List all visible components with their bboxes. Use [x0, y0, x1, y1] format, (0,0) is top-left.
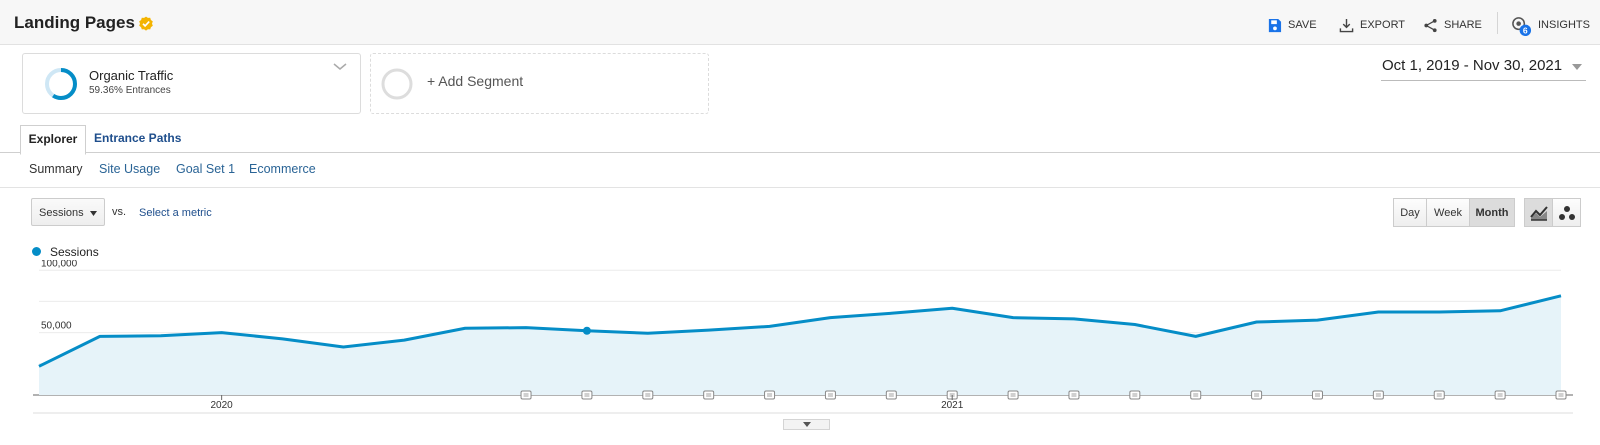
- select-metric-link[interactable]: Select a metric: [139, 207, 212, 219]
- y-tick-label: 100,000: [41, 260, 78, 269]
- annotation-marker-icon: [1068, 390, 1080, 400]
- y-tick-label: 50,000: [41, 321, 72, 332]
- legend-sessions-label: Sessions: [50, 245, 99, 259]
- annotation-marker-icon: [1494, 390, 1506, 400]
- annotation-marker-icon: [1372, 390, 1384, 400]
- period-day-button[interactable]: Day: [1393, 198, 1427, 227]
- add-segment-button[interactable]: + Add Segment: [370, 53, 709, 114]
- date-range-underline: [1381, 80, 1586, 81]
- save-icon: [1268, 18, 1282, 32]
- tab-explorer[interactable]: Explorer: [20, 125, 86, 155]
- save-button[interactable]: SAVE: [1267, 16, 1317, 34]
- annotation-marker-icon: [642, 390, 654, 400]
- sessions-line-chart: 100,000 50,000 2020 2021: [33, 260, 1573, 414]
- add-segment-label: + Add Segment: [427, 73, 524, 89]
- insights-label: INSIGHTS: [1538, 19, 1590, 31]
- motion-chart-view-button[interactable]: [1552, 198, 1581, 227]
- verified-badge-icon: [139, 16, 153, 31]
- page-title: Landing Pages: [14, 13, 135, 32]
- subtab-goal-set-1[interactable]: Goal Set 1: [176, 162, 236, 176]
- caret-down-icon: [803, 422, 811, 427]
- share-button[interactable]: SHARE: [1423, 16, 1482, 34]
- subtab-summary[interactable]: Summary: [29, 162, 83, 176]
- insights-icon: 6: [1512, 16, 1532, 36]
- annotation-marker-icon: [1251, 390, 1263, 400]
- segment-name: Organic Traffic: [89, 68, 174, 83]
- series-line-sessions: [38, 294, 1562, 368]
- empty-segment-ring-icon: [381, 68, 413, 100]
- x-tick-label: 2021: [941, 400, 964, 411]
- legend-sessions-marker: [32, 247, 41, 256]
- period-month-button[interactable]: Month: [1469, 198, 1515, 227]
- date-range-picker[interactable]: Oct 1, 2019 - Nov 30, 2021: [1382, 57, 1563, 74]
- annotation-marker-icon: [703, 390, 715, 400]
- segment-subtitle: 59.36% Entrances: [89, 85, 171, 96]
- annotation-marker-icon: [1555, 390, 1567, 400]
- export-icon: [1339, 18, 1354, 32]
- subtabs-divider: [0, 187, 1600, 188]
- report-header: [0, 0, 1600, 45]
- motion-chart-icon: [1558, 205, 1575, 220]
- share-label: SHARE: [1444, 19, 1482, 31]
- data-point: [582, 326, 591, 335]
- annotation-marker-icon: [1311, 390, 1323, 400]
- insights-badge: 6: [1523, 25, 1528, 35]
- date-dropdown-icon[interactable]: [1571, 63, 1583, 71]
- annotation-marker-icon: [1190, 390, 1202, 400]
- annotation-marker-icon: [581, 390, 593, 400]
- save-label: SAVE: [1288, 19, 1317, 31]
- share-icon: [1424, 18, 1437, 32]
- annotation-marker-icon: [1433, 390, 1445, 400]
- annotation-marker-icon: [1007, 390, 1019, 400]
- x-tick-label: 2020: [211, 400, 234, 411]
- metric-select-value: Sessions: [39, 207, 84, 219]
- annotation-marker-icon: [1129, 390, 1141, 400]
- toolbar-divider: [1497, 12, 1498, 34]
- expand-chart-button[interactable]: [783, 419, 830, 430]
- metric-select[interactable]: Sessions: [31, 198, 105, 226]
- insights-button[interactable]: 6 INSIGHTS: [1511, 16, 1590, 36]
- series-area-sessions: [39, 295, 1561, 395]
- line-chart-view-button[interactable]: [1524, 198, 1553, 227]
- annotation-marker-icon: [520, 390, 532, 400]
- vs-label: vs.: [112, 206, 127, 218]
- subtab-site-usage[interactable]: Site Usage: [99, 162, 161, 176]
- caret-down-icon: [90, 211, 97, 216]
- subtab-ecommerce[interactable]: Ecommerce: [249, 162, 316, 176]
- annotation-marker-icon: [824, 390, 836, 400]
- line-chart-icon: [1529, 205, 1548, 221]
- export-button[interactable]: EXPORT: [1339, 16, 1405, 34]
- annotation-marker-icon: [764, 390, 776, 400]
- chevron-down-icon[interactable]: [332, 62, 348, 72]
- period-week-button[interactable]: Week: [1426, 198, 1470, 227]
- segment-organic-traffic[interactable]: Organic Traffic 59.36% Entrances: [22, 53, 361, 114]
- tab-entrance-paths[interactable]: Entrance Paths: [94, 131, 182, 145]
- export-label: EXPORT: [1360, 19, 1406, 31]
- segment-share-ring: [45, 68, 77, 100]
- annotation-marker-icon: [885, 390, 897, 400]
- tabs-divider: [0, 152, 1600, 153]
